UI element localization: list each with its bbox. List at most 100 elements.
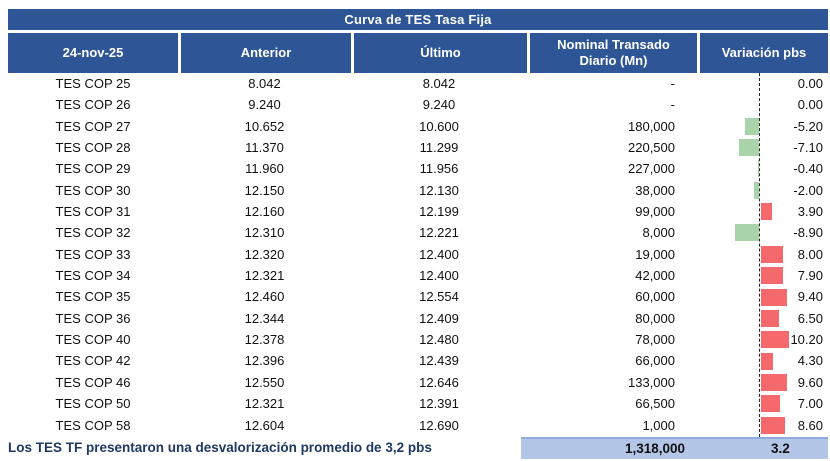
cell-name: TES COP 46	[55, 374, 131, 390]
cell-variacion: 10.20	[790, 332, 823, 348]
cell-anterior: 12.344	[244, 310, 285, 326]
cell-name: TES COP 50	[55, 396, 131, 412]
table-row: TES COP 46 12.550 12.646 133,000 9.60	[8, 372, 828, 393]
cell-name: TES COP 30	[55, 182, 131, 198]
cell-anterior: 8.042	[248, 76, 281, 91]
cell-variacion: -2.00	[793, 182, 823, 198]
cell-variacion: 3.90	[797, 204, 823, 220]
cell-anterior: 12.320	[244, 246, 285, 262]
nominal-total: 1,318,000	[624, 441, 685, 456]
cell-ultimo: 8.042	[422, 76, 456, 91]
table-row: TES COP 50 12.321 12.391 66,500 7.00	[8, 393, 828, 414]
table-row: TES COP 40 12.378 12.480 78,000 10.20	[8, 329, 828, 350]
cell-anterior: 11.370	[245, 140, 284, 156]
tes-table: Curva de TES Tasa Fija 24-nov-25 Anterio…	[8, 9, 828, 436]
table-row: TES COP 26 9.240 9.240 - 0.00	[8, 94, 828, 115]
cell-anterior: 12.321	[244, 396, 285, 412]
cell-nominal: 66,500	[635, 396, 675, 412]
cell-anterior: 10.652	[244, 118, 285, 134]
cell-nominal: -	[670, 76, 675, 91]
cell-variacion: 7.90	[797, 268, 823, 284]
table-row: TES COP 27 10.652 10.600 180,000 -5.20	[8, 116, 828, 137]
table-title: Curva de TES Tasa Fija	[8, 9, 828, 30]
cell-ultimo: 9.240	[422, 97, 456, 113]
table-row: TES COP 42 12.396 12.439 66,000 4.30	[8, 350, 828, 371]
cell-ultimo: 12.409	[419, 310, 459, 326]
cell-anterior: 12.160	[244, 204, 285, 220]
cell-variacion: 7.00	[797, 396, 823, 412]
cell-ultimo: 11.299	[419, 140, 459, 156]
cell-ultimo: 12.554	[419, 289, 459, 305]
cell-variacion: 9.60	[797, 374, 823, 390]
table-row: TES COP 58 12.604 12.690 1,000 8.60	[8, 415, 828, 436]
cell-nominal: 99,000	[635, 204, 675, 220]
cell-nominal: 227,000	[628, 161, 675, 177]
cell-ultimo: 12.400	[419, 246, 459, 262]
cell-variacion: 6.50	[797, 310, 823, 326]
cell-nominal: 19,000	[635, 246, 675, 262]
header-variacion: Variación pbs	[697, 33, 828, 73]
cell-nominal: 8,000	[642, 225, 675, 241]
cell-name: TES COP 36	[55, 310, 131, 326]
cell-anterior: 9.240	[248, 97, 281, 113]
cell-ultimo: 12.439	[419, 353, 459, 369]
table-footer: Los TES TF presentaron una desvalorizaci…	[0, 437, 830, 459]
cell-variacion: 9.40	[797, 289, 823, 305]
cell-anterior: 12.321	[244, 268, 285, 284]
cell-ultimo: 12.130	[419, 182, 459, 198]
cell-variacion: 0.00	[797, 76, 823, 91]
cell-ultimo: 12.690	[419, 417, 459, 433]
cell-name: TES COP 27	[55, 118, 131, 134]
cell-name: TES COP 29	[55, 161, 131, 177]
cell-variacion: 0.00	[797, 97, 823, 113]
table-row: TES COP 33 12.320 12.400 19,000 8.00	[8, 244, 828, 265]
cell-nominal: -	[670, 97, 675, 113]
cell-anterior: 12.396	[244, 353, 285, 369]
cell-name: TES COP 32	[55, 225, 131, 241]
cell-name: TES COP 40	[55, 332, 131, 348]
cell-nominal: 42,000	[635, 268, 675, 284]
cell-name: TES COP 31	[55, 204, 131, 220]
cell-nominal: 38,000	[635, 182, 675, 198]
table-row: TES COP 30 12.150 12.130 38,000 -2.00	[8, 180, 828, 201]
cell-ultimo: 11.956	[419, 161, 459, 177]
cell-ultimo: 10.600	[419, 118, 459, 134]
cell-nominal: 133,000	[628, 374, 675, 390]
table-row: TES COP 31 12.160 12.199 99,000 3.90	[8, 201, 828, 222]
table-body: TES COP 25 8.042 8.042 - 0.00 TES COP 26 9.240…	[8, 73, 828, 436]
table-row: TES COP 29 11.960 11.956 227,000 -0.40	[8, 158, 828, 179]
cell-variacion: -8.90	[793, 225, 823, 241]
cell-variacion: -0.40	[793, 161, 823, 177]
cell-anterior: 12.460	[244, 289, 285, 305]
cell-ultimo: 12.221	[419, 225, 459, 241]
table-row: TES COP 28 11.370 11.299 220,500 -7.10	[8, 137, 828, 158]
header-date: 24-nov-25	[62, 45, 124, 60]
header-anterior: Anterior	[178, 33, 351, 73]
cell-name: TES COP 26	[55, 97, 131, 113]
cell-anterior: 12.378	[244, 332, 285, 348]
cell-name: TES COP 42	[55, 353, 131, 369]
cell-name: TES COP 34	[55, 268, 131, 284]
cell-variacion: 8.60	[797, 417, 823, 433]
cell-variacion: -5.20	[793, 118, 823, 134]
cell-ultimo: 12.400	[419, 268, 459, 284]
footer-note: Los TES TF presentaron una desvalorizaci…	[8, 440, 432, 455]
cell-ultimo: 12.199	[419, 204, 459, 220]
cell-ultimo: 12.480	[419, 332, 459, 348]
table-row: TES COP 34 12.321 12.400 42,000 7.90	[8, 265, 828, 286]
cell-nominal: 180,000	[628, 118, 675, 134]
table-row: TES COP 35 12.460 12.554 60,000 9.40	[8, 286, 828, 307]
cell-anterior: 12.310	[244, 225, 285, 241]
cell-variacion: 4.30	[797, 353, 823, 369]
cell-nominal: 80,000	[635, 310, 675, 326]
cell-name: TES COP 28	[55, 140, 131, 156]
cell-anterior: 12.604	[244, 417, 285, 433]
header-ultimo: Último	[351, 33, 527, 73]
header-nominal: Nominal Transado Diario (Mn)	[527, 33, 697, 73]
cell-name: TES COP 33	[55, 246, 131, 262]
cell-anterior: 12.550	[244, 374, 285, 390]
table-header-row: 24-nov-25 Anterior Último Nominal Transa…	[8, 33, 828, 73]
table-row: TES COP 32 12.310 12.221 8,000 -8.90	[8, 222, 828, 243]
cell-nominal: 60,000	[635, 289, 675, 305]
cell-anterior: 11.960	[245, 161, 284, 177]
